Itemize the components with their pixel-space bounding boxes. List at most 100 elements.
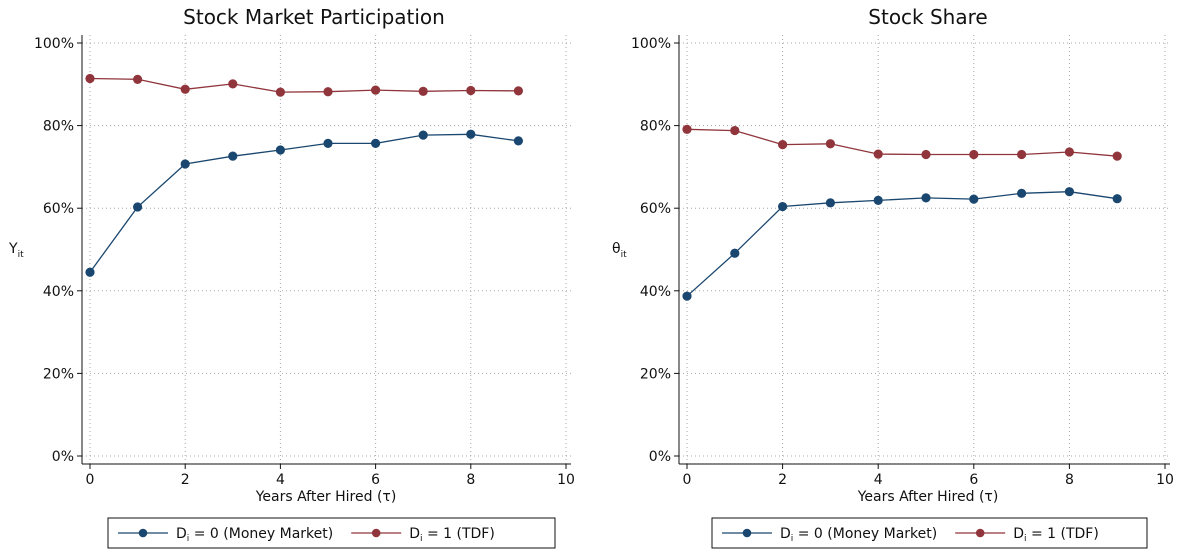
y-axis-label-sub: it bbox=[621, 250, 628, 260]
data-point bbox=[323, 138, 333, 148]
x-tick-label: 2 bbox=[181, 472, 190, 488]
data-point bbox=[825, 198, 836, 208]
x-tick-label: 8 bbox=[1065, 472, 1074, 488]
legend-label: Di = 0 (Money Market) bbox=[780, 526, 937, 544]
legend-label-sub: i bbox=[420, 534, 423, 544]
data-point bbox=[180, 84, 190, 94]
series-line bbox=[686, 191, 1118, 297]
y-tick-label: 0% bbox=[52, 449, 74, 465]
data-point bbox=[873, 149, 883, 159]
data-point bbox=[730, 125, 740, 136]
legend-label-rest: = 0 (Money Market) bbox=[793, 526, 937, 542]
data-point bbox=[730, 248, 740, 258]
data-point bbox=[1016, 149, 1027, 160]
data-point bbox=[513, 86, 524, 96]
legend-item-2: Di = 1 (TDF) bbox=[351, 526, 495, 544]
y-tick-label: 20% bbox=[43, 366, 74, 382]
legend-label-rest: = 0 (Money Market) bbox=[189, 526, 333, 542]
legend-label-rest: = 1 (TDF) bbox=[423, 526, 495, 542]
legend-label-sub: i bbox=[187, 534, 190, 544]
data-point bbox=[275, 145, 286, 155]
chart-title: Stock Market Participation bbox=[183, 5, 445, 29]
legend-item-1: Di = 0 (Money Market) bbox=[118, 526, 333, 544]
legend-box bbox=[711, 517, 1148, 549]
x-axis-label: Years After Hired (τ) bbox=[857, 489, 999, 505]
data-point bbox=[228, 151, 238, 161]
y-tick-label: 80% bbox=[43, 119, 74, 135]
legend-marker bbox=[138, 528, 148, 538]
data-point bbox=[323, 87, 333, 97]
y-axis-label-sub: it bbox=[18, 250, 25, 260]
data-point bbox=[1112, 194, 1122, 204]
legend: Di = 0 (Money Market) Di = 1 (TDF) bbox=[107, 517, 556, 549]
legend-label-var: D bbox=[1013, 526, 1024, 542]
series-line bbox=[89, 77, 519, 93]
chart-title: Stock Share bbox=[868, 5, 987, 29]
legend-item-2: Di = 1 (TDF) bbox=[955, 526, 1099, 544]
data-point bbox=[133, 74, 143, 84]
data-point bbox=[777, 201, 788, 212]
data-point bbox=[418, 130, 428, 140]
x-axis-label: Years After Hired (τ) bbox=[255, 489, 397, 505]
legend-box bbox=[107, 517, 556, 549]
chart-panel-2: Stock Share 0% 20% 40% 60% 80% 100% 0 2 4 6 8 10 Year… bbox=[612, 5, 1174, 549]
legend-item-1: Di = 0 (Money Market) bbox=[722, 526, 937, 544]
data-point bbox=[921, 149, 931, 160]
x-tick-label: 0 bbox=[683, 472, 692, 488]
legend-label-var: D bbox=[780, 526, 791, 542]
series-1 bbox=[85, 129, 524, 277]
data-point bbox=[180, 159, 190, 169]
series-line bbox=[89, 133, 519, 273]
y-axis-label-main: θ bbox=[612, 241, 621, 257]
data-point bbox=[873, 195, 883, 205]
data-point bbox=[1064, 147, 1074, 157]
y-tick-label: 20% bbox=[640, 366, 671, 382]
x-tick-label: 2 bbox=[778, 472, 787, 488]
x-tick-label: 4 bbox=[276, 472, 285, 488]
series-2 bbox=[682, 124, 1122, 161]
data-point bbox=[1112, 151, 1122, 161]
y-tick-label: 0% bbox=[649, 449, 671, 465]
chart-panel-1: Stock Market Participation 0% 20% 40% 60% 80%… bbox=[8, 5, 575, 549]
y-axis-label: Yit bbox=[8, 241, 24, 260]
legend-marker bbox=[975, 528, 985, 538]
series-2 bbox=[85, 73, 524, 97]
data-point bbox=[921, 193, 931, 203]
legend-label: Di = 0 (Money Market) bbox=[176, 526, 333, 544]
y-tick-label: 60% bbox=[640, 201, 671, 217]
y-tick-label: 40% bbox=[640, 284, 671, 300]
data-point bbox=[275, 87, 286, 97]
legend-marker bbox=[742, 528, 752, 538]
data-point bbox=[466, 85, 476, 96]
legend-label-sub: i bbox=[1024, 534, 1027, 544]
data-point bbox=[777, 139, 788, 150]
gridlines bbox=[679, 35, 1170, 464]
y-axis-label-main: Y bbox=[8, 241, 18, 257]
y-axis-label: θit bbox=[612, 241, 627, 260]
data-point bbox=[133, 202, 143, 212]
y-tick-label: 60% bbox=[43, 201, 74, 217]
legend-label: Di = 1 (TDF) bbox=[409, 526, 495, 544]
x-tick-label: 6 bbox=[371, 472, 380, 488]
x-tick-label: 0 bbox=[86, 472, 95, 488]
legend-label: Di = 1 (TDF) bbox=[1013, 526, 1099, 544]
data-point bbox=[1064, 187, 1074, 197]
data-point bbox=[1016, 188, 1027, 198]
legend-label-var: D bbox=[176, 526, 187, 542]
x-tick-label: 8 bbox=[466, 472, 475, 488]
series-1 bbox=[682, 187, 1122, 301]
y-tick-label: 100% bbox=[34, 36, 74, 52]
y-tick-label: 40% bbox=[43, 284, 74, 300]
data-point bbox=[513, 136, 524, 146]
data-point bbox=[85, 73, 95, 84]
legend: Di = 0 (Money Market) Di = 1 (TDF) bbox=[711, 517, 1148, 549]
legend-label-var: D bbox=[409, 526, 420, 542]
data-point bbox=[418, 86, 428, 96]
legend-label-sub: i bbox=[791, 534, 794, 544]
data-point bbox=[682, 291, 692, 301]
data-point bbox=[466, 129, 476, 139]
data-point bbox=[371, 138, 381, 148]
series-line bbox=[686, 128, 1118, 157]
x-tick-label: 4 bbox=[874, 472, 883, 488]
